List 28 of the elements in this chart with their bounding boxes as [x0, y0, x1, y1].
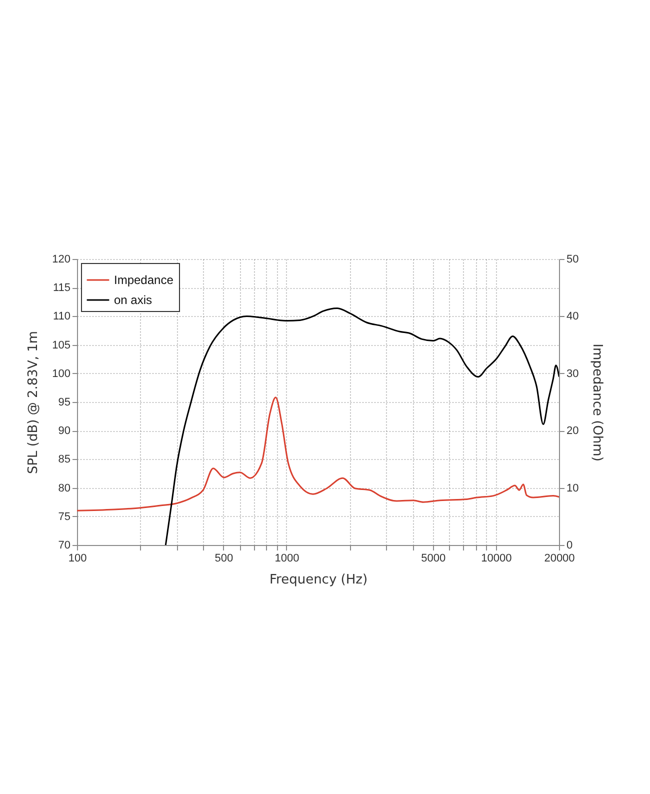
x-tick-label: 100	[68, 552, 87, 564]
x-tick-label: 10000	[481, 552, 512, 564]
x-axis-title: Frequency (Hz)	[269, 572, 368, 588]
y-tick-label: 105	[52, 339, 70, 352]
y2-tick-label: 20	[566, 425, 579, 438]
y2-axis-title: Impedance (Ohm)	[590, 344, 605, 462]
y-tick-label: 70	[58, 540, 70, 552]
y2-tick-label: 50	[566, 254, 579, 266]
y2-tick-label: 30	[566, 368, 579, 380]
x-tick-label: 500	[214, 552, 234, 564]
y-tick-label: 110	[52, 310, 70, 323]
y-tick-label: 80	[58, 482, 70, 494]
y-tick-label: 95	[58, 396, 70, 408]
y2-tick-label: 40	[566, 310, 579, 323]
y-tick-label: 75	[58, 510, 70, 523]
x-tick-label: 1000	[274, 552, 300, 564]
y-tick-label: 100	[52, 368, 70, 380]
y-tick-label: 85	[58, 454, 70, 466]
y2-tick-label: 0	[566, 540, 573, 552]
x-tick-label: 5000	[421, 552, 446, 564]
legend-label: Impedance	[114, 273, 174, 287]
y-axis-title: SPL (dB) @ 2.83V, 1m	[26, 330, 42, 474]
y-tick-label: 90	[58, 425, 70, 438]
x-tick-label: 20000	[544, 552, 575, 564]
y-tick-label: 115	[52, 282, 70, 294]
legend-label: on axis	[114, 293, 152, 307]
y2-tick-label: 10	[566, 482, 579, 494]
y-tick-label: 120	[52, 254, 70, 266]
